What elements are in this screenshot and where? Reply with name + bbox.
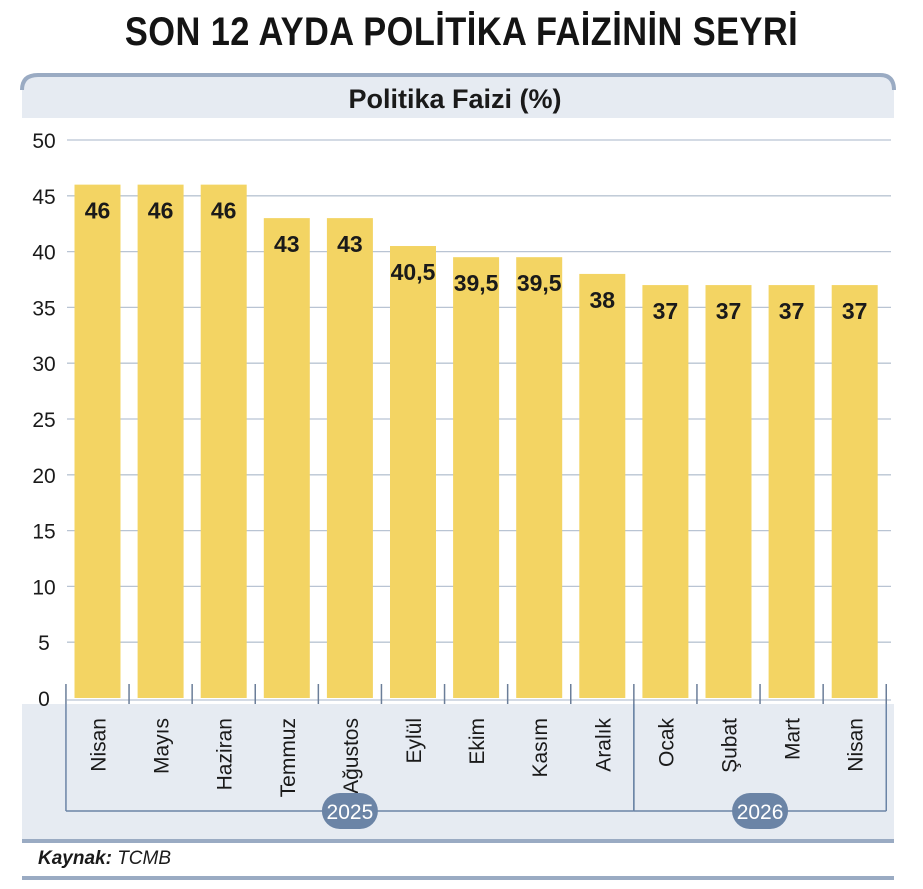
value-label: 37	[716, 298, 742, 324]
bar	[263, 218, 310, 698]
value-label: 43	[274, 231, 300, 257]
y-axis-ticks: 0 5 10 15 20 25 30 35 40 45 50	[32, 130, 55, 711]
bar	[705, 285, 752, 698]
category-label: Ocak	[655, 718, 678, 768]
value-label: 46	[148, 198, 174, 224]
source-line: Kaynak: TCMB	[38, 848, 171, 870]
category-label: Ağustos	[340, 718, 363, 794]
category-label: Mart	[782, 718, 805, 760]
category-label: Nisan	[845, 718, 868, 772]
category-label: Şubat	[719, 718, 742, 773]
category-label: Aralık	[592, 718, 615, 772]
category-label: Kasım	[529, 718, 552, 778]
chart-title: Politika Faizi (%)	[348, 84, 561, 114]
category-label: Nisan	[88, 718, 111, 772]
category-label: Mayıs	[151, 718, 174, 774]
category-label: Temmuz	[277, 718, 300, 797]
value-label: 46	[85, 198, 111, 224]
y-tick-label: 5	[38, 632, 50, 655]
bar	[768, 285, 815, 698]
y-tick-label: 15	[32, 521, 55, 544]
y-tick-label: 25	[32, 409, 55, 432]
value-label: 43	[337, 231, 363, 257]
bar	[137, 184, 184, 698]
year-badge	[321, 793, 378, 829]
year-label: 2025	[327, 801, 374, 824]
x-axis-categories: Nisan Mayıs Haziran Temmuz Ağustos Eylül Ekim K…	[65, 684, 887, 797]
value-label: 37	[842, 298, 868, 324]
source-label: Kaynak:	[38, 848, 112, 869]
y-tick-label: 0	[38, 688, 50, 711]
value-label: 39,5	[517, 270, 562, 296]
bar	[200, 184, 247, 698]
chart-header-band	[22, 76, 894, 118]
y-tick-label: 45	[32, 186, 55, 209]
y-tick-label: 40	[32, 242, 55, 265]
year-label: 2026	[737, 801, 784, 824]
value-label: 37	[653, 298, 679, 324]
y-tick-label: 50	[32, 130, 55, 153]
y-tick-label: 30	[32, 353, 55, 376]
bar	[453, 257, 500, 698]
year-groups: 2025 2026	[65, 704, 887, 829]
value-labels: 46 46 46 43 43 40,5 39,5 39,5 38 37 37 37 37	[85, 198, 868, 324]
value-label: 38	[590, 287, 616, 313]
value-label: 37	[779, 298, 805, 324]
bar	[516, 257, 563, 698]
category-label: Haziran	[214, 718, 237, 790]
category-label: Ekim	[466, 718, 489, 765]
bar	[642, 285, 689, 698]
bar	[326, 218, 373, 698]
bar	[74, 184, 121, 698]
main-title: SON 12 AYDA POLİTİKA FAİZİNİN SEYRİ	[124, 10, 799, 54]
value-label: 46	[211, 198, 237, 224]
value-label: 39,5	[454, 270, 499, 296]
y-tick-label: 20	[32, 465, 55, 488]
y-tick-label: 35	[32, 297, 55, 320]
bars	[74, 184, 878, 698]
chart-top-frame-line	[20, 73, 896, 91]
category-label: Eylül	[403, 718, 426, 764]
bar	[390, 246, 436, 698]
source-value: TCMB	[117, 848, 172, 869]
bar	[831, 285, 878, 698]
year-badge	[732, 793, 789, 829]
y-tick-label: 10	[32, 576, 55, 599]
bar	[579, 273, 626, 698]
value-label: 40,5	[391, 259, 436, 285]
